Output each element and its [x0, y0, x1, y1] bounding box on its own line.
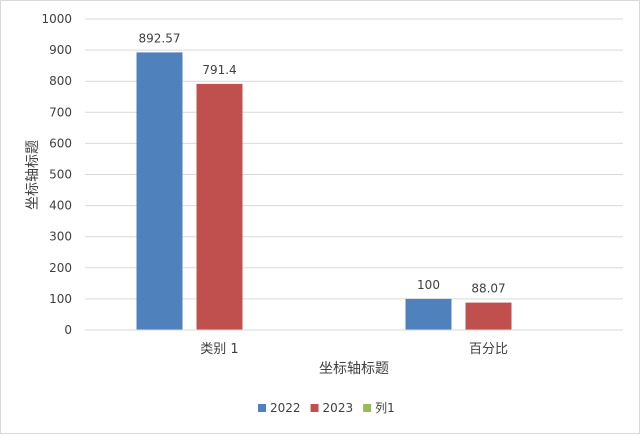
- legend-label: 2023: [323, 401, 354, 415]
- data-label: 100: [417, 278, 440, 292]
- y-tick-label: 800: [49, 74, 72, 88]
- y-tick-label: 900: [49, 43, 72, 57]
- data-label: 88.07: [471, 282, 505, 296]
- bars: [136, 52, 512, 330]
- legend-swatch: [310, 404, 319, 412]
- bar-2023-0: [196, 83, 243, 330]
- y-tick-label: 700: [49, 105, 72, 119]
- y-tick-label: 500: [49, 168, 72, 182]
- legend-label: 列1: [375, 401, 395, 415]
- y-tick-label: 0: [64, 323, 72, 337]
- legend-label: 2022: [270, 401, 301, 415]
- bar-2022-0: [136, 52, 183, 330]
- y-axis-ticks: 0 100 200 300 400 500 600 700 800 900 1000: [41, 12, 72, 337]
- y-tick-label: 400: [49, 199, 72, 213]
- y-tick-label: 200: [49, 261, 72, 275]
- data-labels: 892.57 791.4 100 88.07: [139, 31, 506, 295]
- x-axis-title: 坐标轴标题: [319, 361, 389, 377]
- bar-2023-1: [465, 302, 512, 330]
- y-axis-title: 坐标轴标题: [25, 140, 41, 210]
- y-tick-label: 1000: [41, 12, 72, 26]
- data-label: 892.57: [139, 31, 181, 45]
- bar-2022-1: [405, 298, 452, 330]
- x-category-label: 类别 1: [200, 342, 238, 357]
- legend-swatch: [363, 404, 372, 412]
- legend: 2022 2023 列1: [258, 401, 395, 415]
- y-tick-label: 100: [49, 292, 72, 306]
- y-tick-label: 600: [49, 136, 72, 150]
- data-label: 791.4: [202, 63, 236, 77]
- x-axis-categories: 类别 1 百分比: [200, 342, 508, 357]
- legend-swatch: [258, 404, 266, 412]
- y-tick-label: 300: [49, 230, 72, 244]
- x-category-label: 百分比: [469, 342, 508, 357]
